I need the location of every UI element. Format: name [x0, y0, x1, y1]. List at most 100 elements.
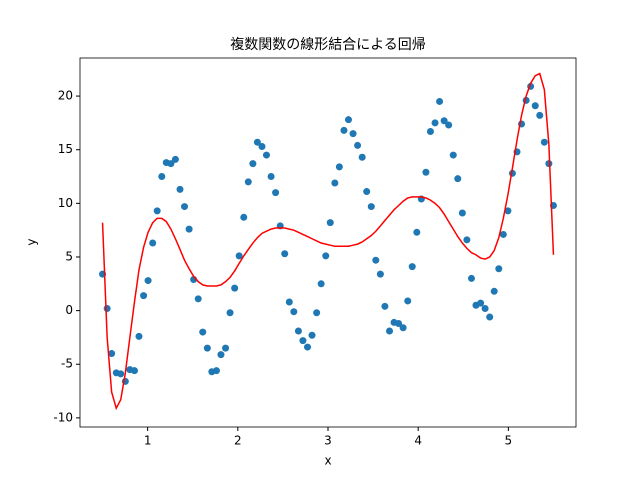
scatter-point	[545, 160, 553, 168]
scatter-point	[217, 351, 225, 359]
x-tick-label: 3	[324, 434, 332, 448]
scatter-point	[540, 138, 548, 146]
scatter-point	[135, 332, 143, 340]
scatter-point	[290, 308, 298, 316]
scatter-point	[358, 153, 366, 161]
chart-title: 複数関数の線形結合による回帰	[230, 36, 426, 53]
scatter-point	[294, 327, 302, 335]
scatter-point	[299, 337, 307, 345]
scatter-point	[130, 367, 138, 375]
scatter-point	[235, 252, 243, 260]
scatter-point	[313, 309, 321, 317]
scatter-point	[404, 297, 412, 305]
scatter-point	[340, 126, 348, 134]
scatter-point	[395, 319, 403, 327]
scatter-point	[199, 328, 207, 336]
scatter-point	[499, 230, 507, 238]
scatter-point	[481, 304, 489, 312]
scatter-point	[176, 185, 184, 193]
scatter-point	[267, 173, 275, 181]
scatter-point	[231, 284, 239, 292]
scatter-point	[171, 155, 179, 163]
scatter-point	[185, 225, 193, 233]
scatter-point	[158, 173, 166, 181]
scatter-point	[399, 324, 407, 332]
scatter-point	[226, 309, 234, 317]
scatter-point	[222, 344, 230, 352]
scatter-point	[536, 111, 544, 119]
scatter-point	[244, 178, 252, 186]
scatter-point	[335, 163, 343, 171]
scatter-point	[445, 121, 453, 129]
scatter-point	[285, 298, 293, 306]
scatter-point	[486, 313, 494, 321]
scatter-point	[140, 292, 148, 300]
y-tick-label: 10	[58, 196, 73, 210]
x-axis-label: x	[324, 454, 331, 468]
scatter-point	[354, 141, 362, 149]
scatter-point	[317, 280, 325, 288]
scatter-point	[149, 239, 157, 247]
scatter-point	[436, 97, 444, 105]
scatter-point	[203, 344, 211, 352]
scatter-point	[103, 304, 111, 312]
scatter-point	[304, 343, 312, 351]
scatter-point	[258, 142, 266, 150]
scatter-point	[381, 302, 389, 310]
scatter-point	[308, 331, 316, 339]
y-tick-label: 20	[58, 89, 73, 103]
scatter-point	[463, 236, 471, 244]
scatter-point	[349, 130, 357, 138]
y-tick-label: 5	[65, 249, 73, 263]
scatter-point	[326, 219, 334, 227]
scatter-point	[322, 252, 330, 260]
scatter-point	[372, 256, 380, 264]
x-tick-label: 4	[414, 434, 422, 448]
scatter-point	[331, 179, 339, 187]
scatter-point	[376, 270, 384, 278]
scatter-point	[495, 265, 503, 273]
scatter-point	[344, 116, 352, 124]
scatter-point	[504, 207, 512, 215]
scatter-point	[531, 102, 539, 110]
scatter-point	[167, 160, 175, 168]
scatter-point	[408, 263, 416, 271]
scatter-point	[262, 151, 270, 159]
scatter-point	[363, 188, 371, 196]
scatter-point	[422, 168, 430, 176]
x-tick-label: 1	[144, 434, 152, 448]
scatter-point	[490, 287, 498, 295]
scatter-point	[153, 207, 161, 215]
scatter-point	[431, 119, 439, 127]
scatter-point	[454, 175, 462, 183]
y-tick-label: 15	[58, 142, 73, 156]
scatter-point	[117, 370, 125, 378]
scatter-point	[386, 327, 394, 335]
scatter-point	[281, 250, 289, 258]
scatter-point	[240, 213, 248, 221]
scatter-point	[144, 277, 152, 285]
scatter-point	[272, 189, 280, 197]
plot-frame	[79, 57, 577, 428]
y-tick-label: -5	[61, 357, 73, 371]
scatter-point	[477, 299, 485, 307]
scatter-point	[449, 151, 457, 159]
scatter-point	[253, 138, 261, 146]
scatter-point	[426, 127, 434, 135]
scatter-point	[194, 295, 202, 303]
scatter-point	[458, 209, 466, 217]
scatter-point	[413, 228, 421, 236]
scatter-point	[181, 203, 189, 211]
x-tick-label: 2	[234, 434, 242, 448]
scatter-point	[367, 203, 375, 211]
scatter-point	[212, 367, 220, 375]
scatter-point	[440, 117, 448, 125]
x-tick-label: 5	[505, 434, 513, 448]
scatter-point	[108, 350, 116, 358]
y-tick-label: -10	[53, 410, 73, 424]
y-axis-label: y	[25, 238, 39, 245]
y-tick-label: 0	[65, 303, 73, 317]
scatter-point	[249, 160, 257, 168]
